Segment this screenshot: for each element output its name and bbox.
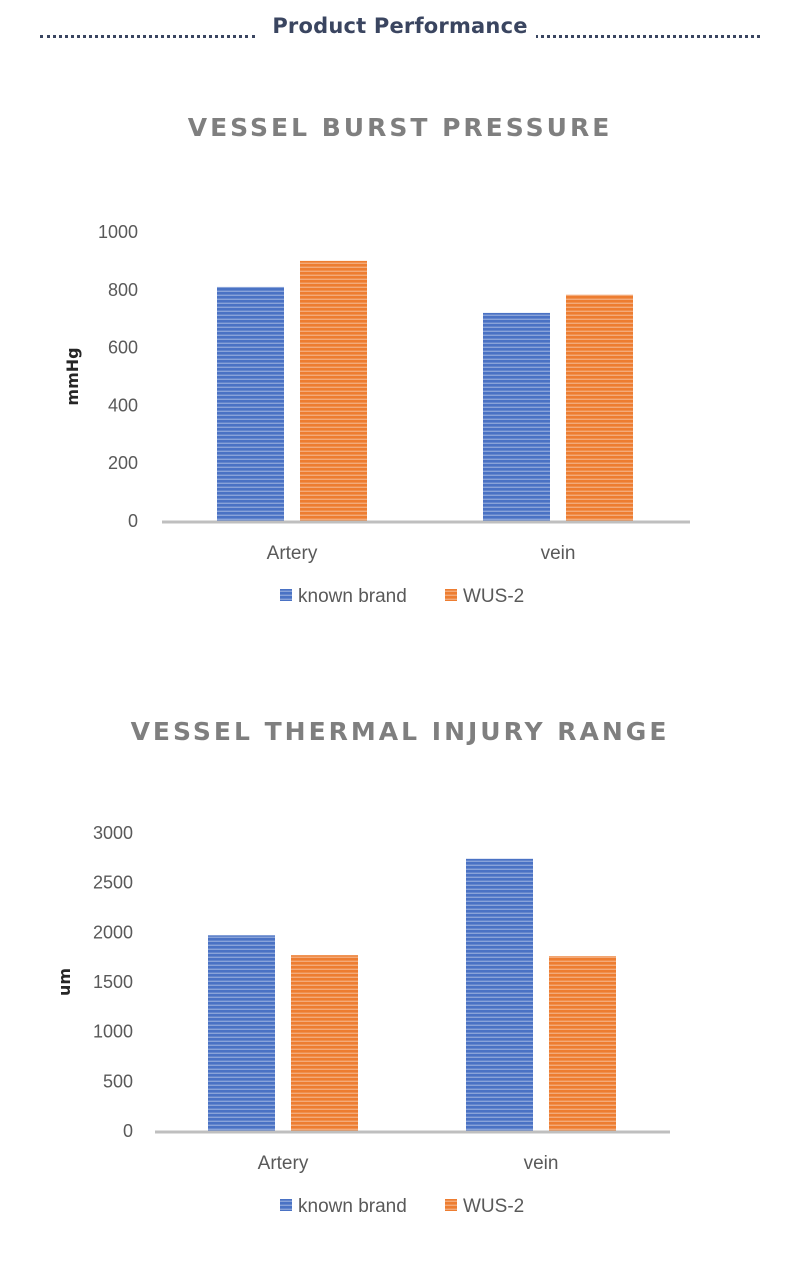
bar-wus-2-artery — [291, 955, 358, 1131]
y-tick-label: 0 — [128, 511, 138, 531]
y-tick-label: 2500 — [93, 873, 133, 893]
x-category-label: Artery — [258, 1153, 309, 1174]
x-category-label: vein — [541, 543, 576, 564]
y-tick-label: 0 — [123, 1121, 133, 1141]
y-axis-label: mmHg — [63, 347, 82, 405]
legend-swatch — [280, 589, 292, 601]
chart-title: VESSEL THERMAL INJURY RANGE — [131, 717, 670, 746]
y-tick-label: 800 — [108, 280, 138, 300]
y-tick-label: 1500 — [93, 972, 133, 992]
page-title: Product Performance — [0, 14, 800, 38]
legend-swatch — [445, 1199, 457, 1211]
y-tick-label: 400 — [108, 395, 138, 415]
y-tick-label: 1000 — [98, 222, 138, 242]
bar-wus-2-vein — [566, 294, 633, 521]
bar-wus-2-artery — [300, 260, 367, 521]
legend-label: WUS-2 — [463, 586, 524, 607]
legend-swatch — [280, 1199, 292, 1211]
y-tick-label: 1000 — [93, 1022, 133, 1042]
x-category-label: vein — [524, 1153, 559, 1174]
bar-known-brand-artery — [217, 286, 284, 521]
y-tick-label: 500 — [103, 1071, 133, 1091]
header-dots-left — [40, 35, 255, 38]
bar-known-brand-vein — [483, 312, 550, 521]
thermal-injury-chart: VESSEL THERMAL INJURY RANGE 0 500 1000 1500 2… — [55, 717, 670, 1217]
y-axis-label: um — [55, 968, 74, 996]
header-dots-right — [528, 35, 760, 38]
bar-known-brand-artery — [208, 935, 275, 1131]
legend-label: known brand — [298, 586, 407, 607]
y-tick-label: 600 — [108, 338, 138, 358]
x-category-label: Artery — [267, 543, 318, 564]
legend-label: known brand — [298, 1196, 407, 1217]
y-tick-label: 2000 — [93, 922, 133, 942]
legend-label: WUS-2 — [463, 1196, 524, 1217]
burst-pressure-chart: VESSEL BURST PRESSURE 0 200 400 600 800 1000 mm… — [63, 113, 690, 607]
y-tick-label: 200 — [108, 453, 138, 473]
bar-wus-2-vein — [549, 956, 616, 1131]
page-header: Product Performance — [0, 0, 800, 60]
chart-title: VESSEL BURST PRESSURE — [188, 113, 613, 142]
legend-swatch — [445, 589, 457, 601]
page-title-text: Product Performance — [264, 14, 536, 38]
y-tick-label: 3000 — [93, 823, 133, 843]
bar-known-brand-vein — [466, 858, 533, 1131]
